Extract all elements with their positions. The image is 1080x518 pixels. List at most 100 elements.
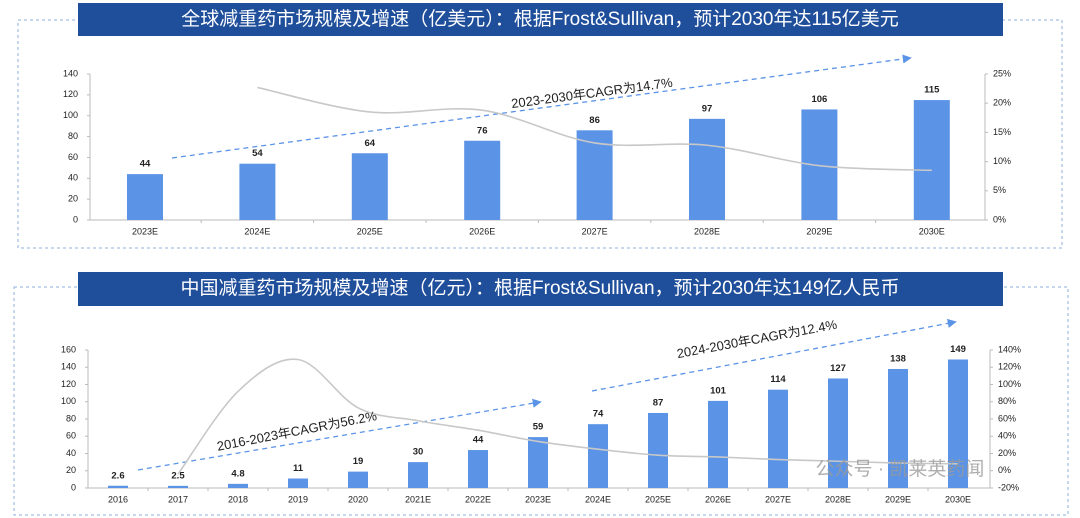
y2-tick-label: 10% [993,156,1011,166]
growth-line [177,358,959,475]
x-tick-label: 2026E [705,494,731,504]
y2-tick-label: 0% [993,214,1006,224]
value-label: 114 [770,374,786,385]
chart-title: 中国减重药市场规模及增速（亿元）：根据Frost&Sullivan，预计2030… [181,277,900,299]
bar [708,400,728,488]
y2-tick-label: 60% [998,413,1016,423]
x-tick-label: 2030E [945,494,971,504]
y-tick-label: 40 [66,448,76,458]
bar [168,485,188,488]
y-tick-label: 20 [68,194,78,204]
frame [17,19,1063,249]
bar [468,450,488,488]
frame [13,286,1069,516]
bar [127,174,163,220]
y2-tick-label: 20% [993,98,1011,108]
trend-arrow [591,318,957,392]
value-label: 149 [950,344,966,355]
value-label: 59 [533,422,544,433]
y-tick-label: 40 [68,173,78,183]
x-tick-label: 2017 [168,494,188,504]
x-tick-label: 2024E [244,226,270,236]
y-tick-label: 100 [63,110,78,120]
value-label: 44 [473,435,484,446]
x-tick-label: 2020 [348,494,368,504]
value-label: 127 [830,363,846,374]
y2-tick-label: 15% [993,127,1011,137]
bar [239,163,276,220]
y2-tick-label: 80% [998,396,1016,406]
bar [768,389,788,488]
y-tick-label: 60 [66,431,76,441]
bar [108,485,128,488]
value-label: 44 [140,159,151,170]
y-tick-label: 100 [61,396,76,406]
value-label: 86 [589,115,600,126]
value-label: 64 [365,138,376,149]
y-tick-label: 160 [61,344,76,354]
bar [588,424,608,488]
x-tick-label: 2027E [582,226,608,236]
y2-tick-label: 40% [998,431,1016,441]
bar [408,462,428,488]
value-label: 2.6 [111,470,124,481]
x-tick-label: 2021E [405,494,431,504]
y2-tick-label: 120% [998,362,1021,372]
value-label: 101 [710,385,727,396]
value-label: 54 [252,148,263,159]
value-label: 76 [477,125,488,136]
y-tick-label: 0 [71,482,76,492]
y-tick-label: 120 [63,89,78,99]
value-label: 97 [702,103,713,114]
bar [689,118,725,220]
y-tick-label: 80 [66,413,76,423]
x-tick-label: 2019 [288,494,308,504]
value-label: 138 [890,353,906,364]
x-tick-label: 2028E [825,494,851,504]
value-label: 74 [593,409,604,420]
trend-arrow [171,54,912,159]
bar [648,412,668,488]
bar [913,100,950,220]
x-tick-label: 2029E [806,226,832,236]
y-tick-label: 140 [61,362,76,372]
annotation: 2016-2023年CAGR为56.2% [216,408,379,454]
y-tick-label: 140 [63,68,78,78]
bar [288,478,308,488]
value-label: 11 [293,463,304,474]
bar [888,368,908,488]
y2-tick-label: 140% [998,344,1021,354]
y2-tick-label: 0% [998,465,1011,475]
x-tick-label: 2026E [469,226,495,236]
value-label: 87 [653,397,664,408]
value-label: 106 [811,94,827,105]
x-tick-label: 2022E [465,494,491,504]
x-tick-label: 2030E [919,226,945,236]
bar [351,153,388,220]
value-label: 115 [924,85,940,96]
y-tick-label: 120 [61,379,76,389]
x-tick-label: 2025E [357,226,383,236]
y2-tick-label: 20% [998,448,1016,458]
watermark: 公众号 · 凯莱英药闻 [816,458,985,480]
y-tick-label: 20 [66,465,76,475]
x-tick-label: 2018 [228,494,248,504]
annotation: 2024-2030年CAGR为12.4% [676,317,839,361]
x-tick-label: 2024E [585,494,611,504]
y2-tick-label: 100% [998,379,1021,389]
y-tick-label: 80 [68,131,78,141]
x-tick-label: 2027E [765,494,791,504]
bar [348,471,368,488]
plots: 全球减重药市场规模及增速（亿美元）：根据Frost&Sullivan，预计203… [61,8,1021,504]
bar [948,359,968,488]
value-label: 2.5 [171,470,185,481]
bar [228,483,248,488]
trend-arrow [137,398,542,471]
x-tick-label: 2016 [108,494,128,504]
x-tick-label: 2028E [694,226,720,236]
bar [576,130,613,220]
y-tick-label: 0 [73,214,78,224]
y-tick-label: 60 [68,152,78,162]
title-banner [78,3,1003,36]
